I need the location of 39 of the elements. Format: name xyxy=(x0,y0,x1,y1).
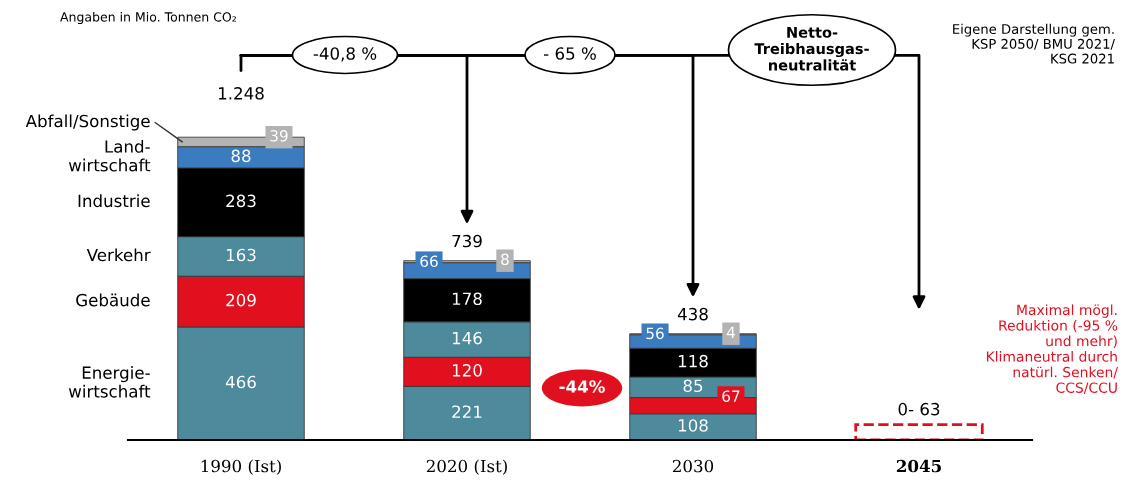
data-label: 0- 63 xyxy=(898,402,940,416)
data-label: 466 xyxy=(225,375,256,389)
series-label: Gebäude xyxy=(76,293,150,307)
series-label: Energie- wirtschaft xyxy=(68,366,151,398)
data-label: 163 xyxy=(226,248,256,262)
data-label: 56 xyxy=(646,327,664,340)
data-label: 283 xyxy=(226,194,256,208)
x-tick-label: 2030 xyxy=(672,459,714,473)
text: -40,8 % xyxy=(313,47,377,62)
series-label: Industrie xyxy=(78,194,150,208)
text: Netto- Treibhausgas- neutralität xyxy=(754,27,869,71)
text: Angaben in Mio. Tonnen CO₂ xyxy=(60,11,236,25)
data-label: 66 xyxy=(420,255,438,268)
x-tick-label: 2020 (Ist) xyxy=(426,459,507,475)
data-label: 118 xyxy=(678,354,708,368)
total-label: 1.248 xyxy=(218,87,264,100)
text: Eigene Darstellung gem. KSP 2050/ BMU 2021/ KSG 2021 xyxy=(953,23,1115,64)
data-label: 8 xyxy=(501,253,509,266)
data-label: 108 xyxy=(678,419,708,432)
text: - 65 % xyxy=(543,47,596,60)
annotation: Maximal mögl. Reduktion (-95 % und mehr) Klimaneutral durch natürl. Senken/ CCS/CCU xyxy=(986,304,1118,394)
data-label: 221 xyxy=(452,405,482,418)
data-label: 146 xyxy=(452,331,482,345)
series-label: Abfall/Sonstige xyxy=(25,114,150,131)
total-label: 438 xyxy=(677,307,708,321)
data-label: 4 xyxy=(726,326,735,338)
total-label: 739 xyxy=(452,234,482,248)
data-label: 39 xyxy=(270,130,288,142)
series-label: Verkehr xyxy=(86,248,151,262)
data-label: 178 xyxy=(452,292,482,306)
data-label: 120 xyxy=(452,364,482,377)
x-tick-label: 2045 xyxy=(896,459,941,473)
data-label: 88 xyxy=(231,149,251,163)
x-tick-label: 1990 (Ist) xyxy=(201,459,281,475)
data-label: 85 xyxy=(683,379,703,393)
annotation: -44% xyxy=(559,380,605,393)
data-label: 209 xyxy=(226,293,256,307)
data-label: 67 xyxy=(722,390,740,402)
series-label: Land- wirtschaft xyxy=(68,139,151,172)
